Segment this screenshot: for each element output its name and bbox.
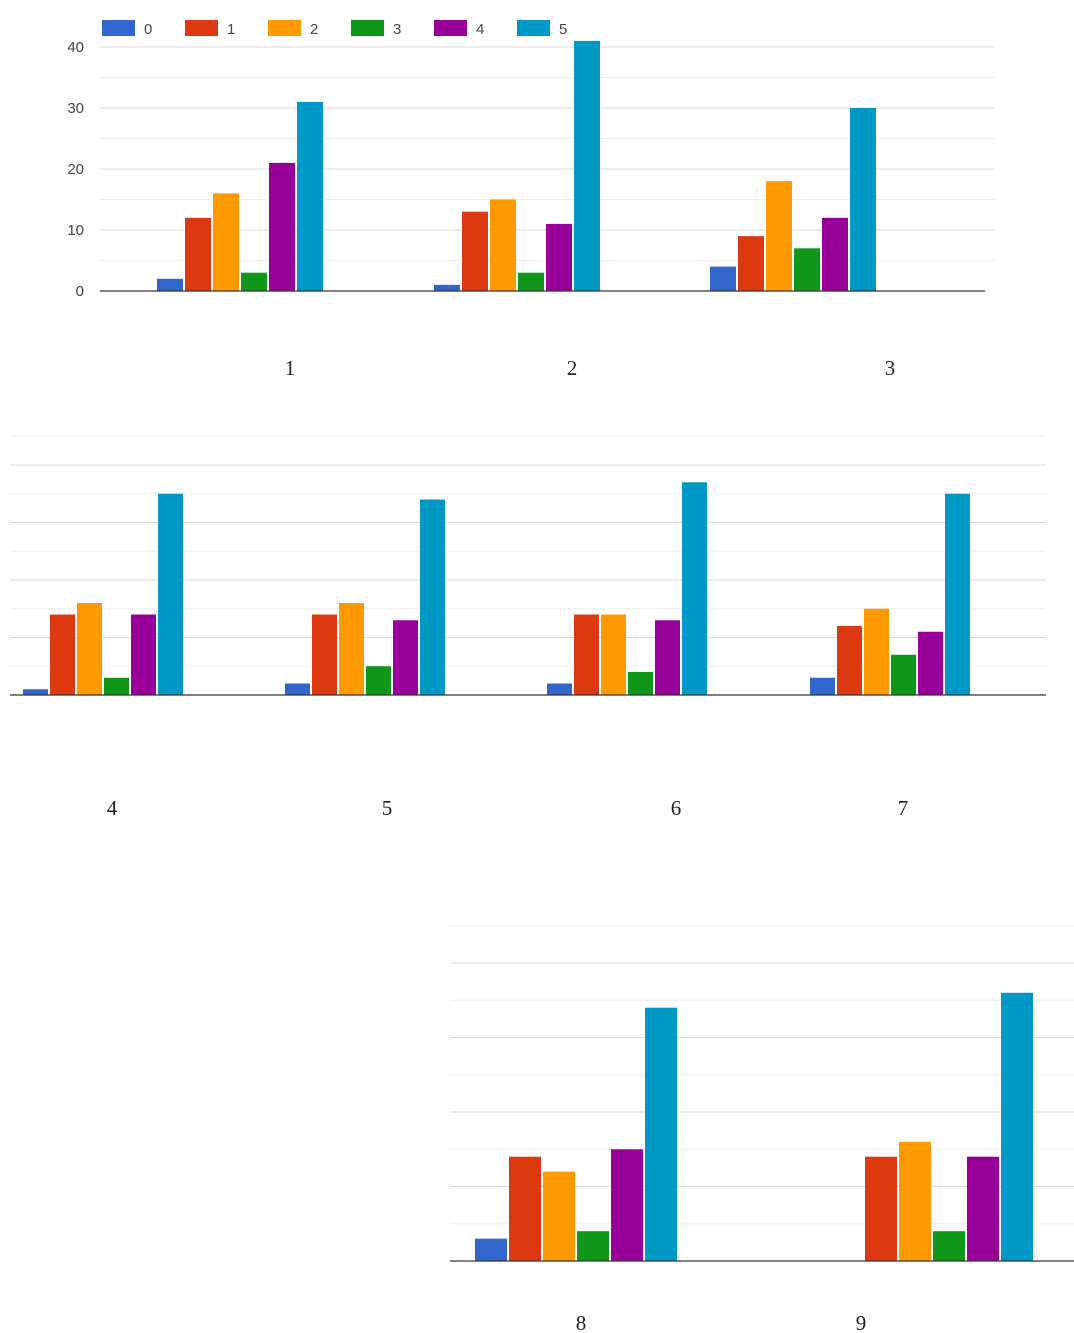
y-tick-label: 30 [67,100,84,117]
bar-cat5-series4 [393,620,418,695]
bar-cat2-series3 [518,272,544,291]
bar-cat4-series5 [158,493,183,695]
bar-cat8-series5 [645,1007,677,1261]
legend-label: 4 [476,21,484,38]
bar-cat5-series0 [285,683,310,695]
bar-cat3-series1 [738,236,764,291]
bar-cat6-series1 [574,614,599,695]
bar-cat9-series1 [865,1156,897,1261]
y-tick-label: 10 [67,222,84,239]
bar-cat3-series3 [794,248,820,291]
bar-cat1-series3 [241,272,267,291]
bar-cat2-series5 [574,40,600,292]
legend-swatch [517,20,550,36]
bar-cat1-series1 [185,217,211,291]
category-label: 4 [107,796,118,820]
y-tick-label: 40 [67,39,84,56]
bar-cat2-series1 [462,211,488,291]
bar-cat3-series0 [710,266,736,291]
legend-swatch [351,20,384,36]
bar-cat9-series4 [967,1156,999,1261]
bar-cat1-series4 [269,162,295,291]
y-tick-label: 20 [67,161,84,178]
bar-cat1-series2 [213,193,239,291]
category-label: 1 [285,356,296,380]
bar-cat3-series2 [766,181,792,291]
legend-label: 1 [227,21,235,38]
legend-label: 5 [559,21,567,38]
legend-swatch [102,20,135,36]
category-label: 7 [898,796,909,820]
bar-cat2-series0 [434,284,460,291]
bar-cat7-series2 [864,608,889,695]
bar-cat6-series0 [547,683,572,695]
bar-cat7-series4 [918,631,943,695]
y-tick-label: 0 [76,283,84,300]
bar-cat4-series1 [50,614,75,695]
bar-cat7-series3 [891,654,916,695]
bar-cat3-series4 [822,217,848,291]
bar-cat5-series2 [339,603,364,695]
bar-cat7-series1 [837,626,862,695]
legend-swatch [434,20,467,36]
legend-label: 3 [393,21,401,38]
bar-cat9-series2 [899,1141,931,1261]
legend-label: 2 [310,21,318,38]
category-label: 6 [671,796,682,820]
bar-cat3-series5 [850,108,876,291]
bar-cat2-series2 [490,199,516,291]
bar-cat5-series5 [420,499,445,695]
category-label: 8 [576,1311,587,1333]
bar-cat8-series0 [475,1238,507,1261]
bar-cat8-series2 [543,1171,575,1261]
bar-cat6-series5 [682,482,707,695]
bar-cat7-series0 [810,677,835,695]
bar-cat1-series5 [297,101,323,292]
bar-cat2-series4 [546,223,572,291]
bar-cat4-series3 [104,677,129,695]
bar-cat9-series3 [933,1231,965,1261]
bar-cat5-series1 [312,614,337,695]
chart-panel-2: 4 5 6 7 [10,435,1046,820]
bar-cat5-series3 [366,666,391,695]
bar-cat4-series4 [131,614,156,695]
legend-swatch [185,20,218,36]
bar-cat4-series0 [23,689,48,695]
bar-cat7-series5 [945,493,970,695]
bar-cat4-series2 [77,603,102,695]
category-label: 5 [382,796,393,820]
bar-cat9-series5 [1001,992,1033,1261]
legend-swatch [268,20,301,36]
bar-cat6-series2 [601,614,626,695]
bar-cat6-series3 [628,672,653,695]
bar-cat1-series0 [157,278,183,291]
category-label: 9 [856,1311,867,1333]
legend: 0 1 2 3 4 5 [102,20,567,38]
category-label: 3 [885,356,896,380]
bar-cat6-series4 [655,620,680,695]
legend-label: 0 [144,21,152,38]
category-label: 2 [567,356,578,380]
bar-cat8-series3 [577,1231,609,1261]
bar-cat8-series1 [509,1156,541,1261]
bar-cat8-series4 [611,1149,643,1261]
